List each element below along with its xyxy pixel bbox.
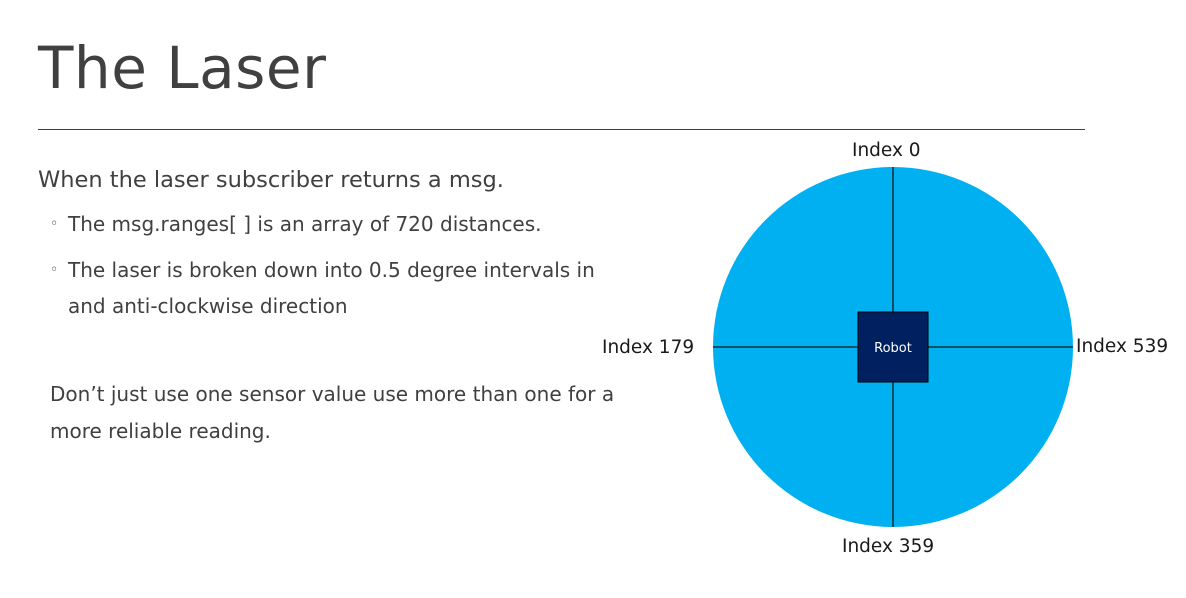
index-179-label: Index 179 (602, 337, 695, 358)
index-539-label: Index 539 (1076, 336, 1169, 357)
bullet-text: The msg.ranges[ ] is an array of 720 dis… (68, 212, 542, 236)
robot-label: Robot (874, 341, 912, 356)
robot-box (857, 311, 929, 383)
title-divider (38, 129, 1085, 130)
bullet-text: The laser is broken down into 0.5 degree… (68, 258, 595, 318)
laser-diagram: Robot Index 0 Index 179 Index 539 Index … (590, 130, 1186, 570)
slide-title: The Laser (38, 34, 327, 102)
laser-diagram-svg: Robot (713, 167, 1073, 527)
intro-text: When the laser subscriber returns a msg. (38, 167, 504, 193)
bullet-circle-icon: ◦ (50, 216, 59, 232)
bullet-item: ◦ The laser is broken down into 0.5 degr… (48, 252, 608, 324)
bullet-circle-icon: ◦ (50, 262, 59, 278)
note-text: Don’t just use one sensor value use more… (50, 382, 615, 443)
bullet-list: ◦ The msg.ranges[ ] is an array of 720 d… (48, 206, 608, 334)
bullet-item: ◦ The msg.ranges[ ] is an array of 720 d… (48, 206, 608, 242)
index-359-label: Index 359 (842, 536, 935, 557)
index-0-label: Index 0 (852, 140, 921, 161)
